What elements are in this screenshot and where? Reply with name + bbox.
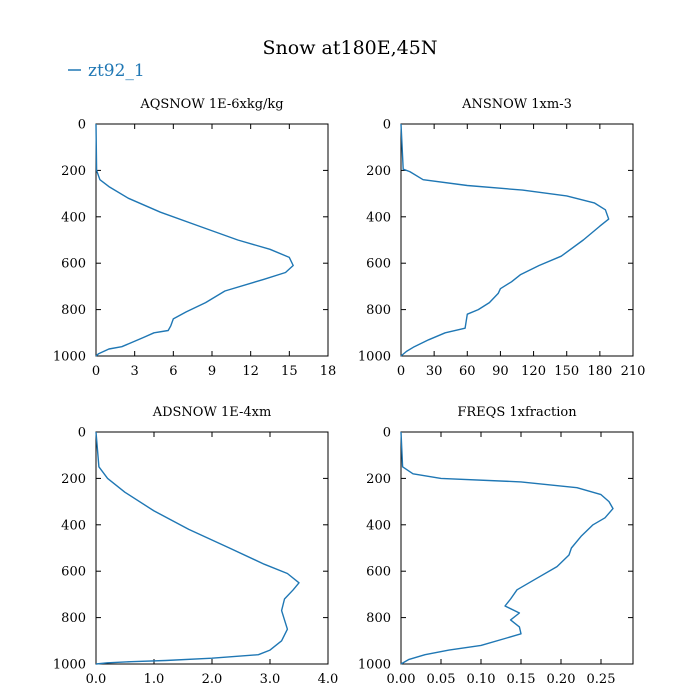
x-tick-label: 0.25 <box>587 672 616 687</box>
x-tick-label: 60 <box>459 364 476 379</box>
y-tick-label: 800 <box>366 611 391 626</box>
y-tick-label: 400 <box>366 518 391 533</box>
series-line-zt92_1 <box>400 123 610 357</box>
subplot-title: ANSNOW 1xm-3 <box>461 97 572 112</box>
y-tick-label: 800 <box>366 303 391 318</box>
y-tick-label: 0 <box>383 118 391 133</box>
y-tick-label: 1000 <box>358 350 391 365</box>
series-line-zt92_1 <box>400 431 614 665</box>
plot-frame <box>95 123 329 357</box>
subplot-4: FREQS 1xfraction 0.00 0.05 0.10 0.15 0.20 0.25… <box>358 405 634 687</box>
x-tick-label: 0.05 <box>427 672 456 687</box>
x-tick-label: 90 <box>492 364 509 379</box>
x-tick-label: 0.15 <box>507 672 536 687</box>
x-tick-label: 0 <box>92 364 100 379</box>
x-tick-label: 120 <box>521 364 546 379</box>
y-tick-label: 600 <box>366 565 391 580</box>
x-tick-label: 2.0 <box>202 672 223 687</box>
subplot-title: FREQS 1xfraction <box>457 405 577 420</box>
x-tick-label: 1.0 <box>144 672 165 687</box>
x-tick-label: 150 <box>554 364 579 379</box>
y-tick-label: 0 <box>383 426 391 441</box>
y-tick-label: 200 <box>61 164 86 179</box>
y-tick-label: 400 <box>366 210 391 225</box>
y-tick-label: 800 <box>61 611 86 626</box>
y-tick-label: 0 <box>78 426 86 441</box>
y-tick-label: 600 <box>61 257 86 272</box>
x-tick-label: 18 <box>320 364 337 379</box>
subplot-1: AQSNOW 1E-6xkg/kg 0 3 6 9 12 15 18 0 200 400 600 800… <box>53 97 336 379</box>
x-tick-label: 15 <box>281 364 298 379</box>
y-tick-label: 1000 <box>358 658 391 673</box>
x-tick-label: 3 <box>131 364 139 379</box>
y-tick-label: 1000 <box>53 658 86 673</box>
y-tick-label: 800 <box>61 303 86 318</box>
figure-title: Snow at180E,45N <box>263 37 438 59</box>
x-tick-label: 6 <box>169 364 177 379</box>
x-tick-label: 0 <box>397 364 405 379</box>
y-tick-label: 600 <box>61 565 86 580</box>
plot-frame <box>400 431 634 665</box>
y-tick-label: 600 <box>366 257 391 272</box>
y-tick-label: 200 <box>366 472 391 487</box>
y-tick-label: 0 <box>78 118 86 133</box>
subplot-3: ADSNOW 1E-4xm 0.0 1.0 2.0 3.0 4.0 0 200 400 600 80… <box>53 405 338 687</box>
x-tick-label: 12 <box>242 364 259 379</box>
subplot-title: ADSNOW 1E-4xm <box>152 405 272 420</box>
x-tick-label: 0.00 <box>387 672 416 687</box>
x-tick-label: 4.0 <box>318 672 339 687</box>
series-line-zt92_1 <box>95 431 300 665</box>
x-tick-label: 3.0 <box>260 672 281 687</box>
y-tick-label: 200 <box>366 164 391 179</box>
x-tick-label: 0.20 <box>547 672 576 687</box>
legend: zt92_1 <box>68 61 145 81</box>
x-tick-label: 0.10 <box>467 672 496 687</box>
legend-label: zt92_1 <box>88 61 145 81</box>
x-tick-label: 9 <box>208 364 216 379</box>
x-tick-label: 30 <box>426 364 443 379</box>
y-tick-label: 400 <box>61 518 86 533</box>
subplot-2: ANSNOW 1xm-3 0 30 60 90 120 150 180 210 0 200 400 60… <box>358 97 646 379</box>
plot-frame <box>400 123 634 357</box>
y-tick-label: 400 <box>61 210 86 225</box>
y-tick-label: 200 <box>61 472 86 487</box>
subplot-title: AQSNOW 1E-6xkg/kg <box>139 97 283 112</box>
x-tick-label: 180 <box>587 364 612 379</box>
series-line-zt92_1 <box>95 123 294 357</box>
subplot-grid: AQSNOW 1E-6xkg/kg0 3 6 9 12 15 180200400600800… <box>53 97 646 687</box>
y-tick-label: 1000 <box>53 350 86 365</box>
x-tick-label: 0.0 <box>86 672 107 687</box>
x-tick-label: 210 <box>621 364 646 379</box>
plot-frame <box>95 431 329 665</box>
